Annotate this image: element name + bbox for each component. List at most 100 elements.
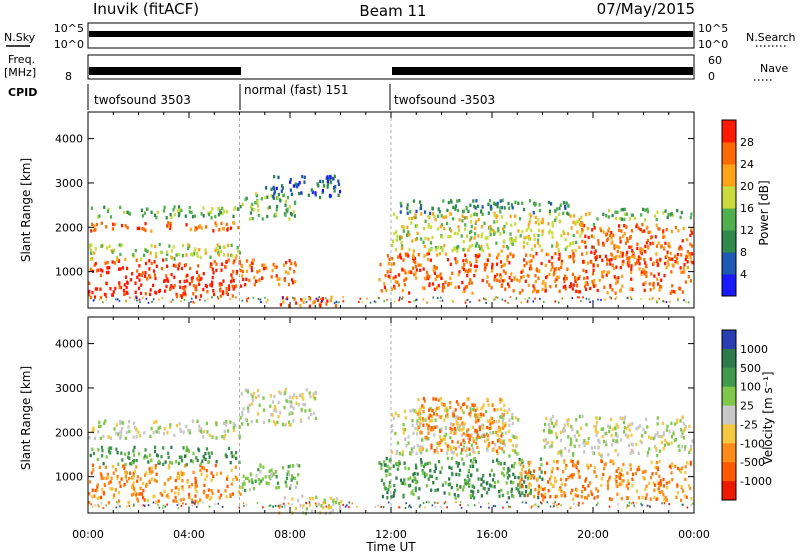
range-cell [401, 449, 404, 454]
range-cell [219, 284, 222, 288]
range-cell [210, 489, 213, 493]
range-cell [430, 248, 433, 252]
range-cell [283, 405, 286, 410]
ground-cell [496, 296, 499, 299]
range-cell [279, 199, 282, 203]
range-cell [464, 227, 467, 231]
range-cell [189, 266, 192, 271]
range-cell [657, 487, 660, 491]
range-cell [635, 489, 638, 493]
range-cell [548, 272, 551, 277]
ground-cell [217, 297, 220, 300]
range-cell [393, 483, 396, 488]
range-cell [406, 252, 409, 256]
range-cell [135, 435, 138, 439]
range-cell [277, 485, 280, 490]
range-cell [201, 459, 204, 463]
range-cell [304, 409, 307, 413]
range-cell [463, 287, 466, 291]
range-cell [643, 229, 646, 233]
range-cell [529, 253, 532, 258]
range-cell [683, 263, 686, 267]
range-cell [294, 476, 297, 481]
range-cell [654, 465, 657, 470]
range-cell [616, 244, 619, 249]
range-cell [571, 287, 574, 291]
range-cell [409, 409, 412, 413]
range-cell [204, 283, 207, 288]
range-cell [196, 419, 199, 423]
range-cell [119, 205, 122, 210]
range-cell [640, 213, 643, 217]
range-cell [202, 206, 205, 210]
ground-cell [181, 297, 183, 299]
range-cell [384, 486, 387, 491]
range-cell [421, 445, 424, 449]
range-cell [461, 409, 464, 413]
range-cell [519, 471, 522, 476]
range-cell [588, 212, 591, 216]
ground-cell [246, 298, 248, 301]
nave-tick-60: 60 [708, 54, 722, 67]
range-cell [251, 216, 254, 221]
range-cell [248, 263, 251, 268]
range-cell [530, 259, 533, 263]
range-cell [288, 423, 291, 427]
range-cell [643, 288, 646, 293]
range-cell [642, 207, 645, 212]
range-cell [149, 434, 152, 439]
ground-cell [536, 505, 538, 508]
range-cell [528, 260, 531, 264]
range-cell [291, 278, 294, 282]
range-cell [507, 466, 510, 471]
range-cell [143, 253, 146, 258]
range-cell [560, 494, 563, 498]
range-cell [454, 257, 457, 261]
range-cell [103, 482, 106, 487]
range-cell [467, 440, 471, 444]
range-cell [484, 236, 487, 240]
range-cell [597, 438, 600, 442]
range-cell [175, 253, 178, 257]
range-cell [244, 283, 247, 287]
range-cell [93, 228, 96, 232]
range-cell [662, 229, 665, 233]
range-cell [596, 430, 599, 435]
range-cell [560, 453, 563, 458]
range-cell [185, 445, 188, 450]
range-cell [380, 289, 383, 293]
range-cell [99, 268, 102, 272]
range-cell [469, 464, 472, 469]
range-cell [581, 239, 584, 244]
range-cell [133, 445, 136, 450]
range-cell [580, 215, 583, 220]
range-cell [144, 292, 147, 296]
range-cell [569, 254, 572, 259]
range-cell [406, 233, 409, 238]
range-cell [328, 504, 331, 508]
range-cell [643, 269, 646, 273]
range-cell [562, 285, 565, 289]
ground-cell [264, 296, 266, 299]
range-cell [607, 424, 610, 428]
range-cell [141, 214, 144, 218]
range-cell [475, 429, 478, 433]
range-cell [251, 395, 254, 399]
range-cell [412, 472, 415, 477]
range-cell [482, 480, 485, 484]
range-cell [658, 459, 661, 464]
range-cell [412, 259, 415, 263]
range-cell [548, 426, 551, 430]
range-cell [291, 476, 294, 480]
range-cell [547, 489, 550, 493]
range-cell [176, 485, 179, 490]
range-cell [445, 426, 448, 431]
ground-cell [377, 504, 380, 507]
range-cell [287, 304, 291, 308]
range-cell [602, 439, 605, 444]
range-cell [326, 182, 329, 186]
range-cell [273, 394, 276, 399]
range-cell [131, 272, 134, 276]
range-cell [608, 258, 611, 262]
range-cell [244, 488, 247, 493]
